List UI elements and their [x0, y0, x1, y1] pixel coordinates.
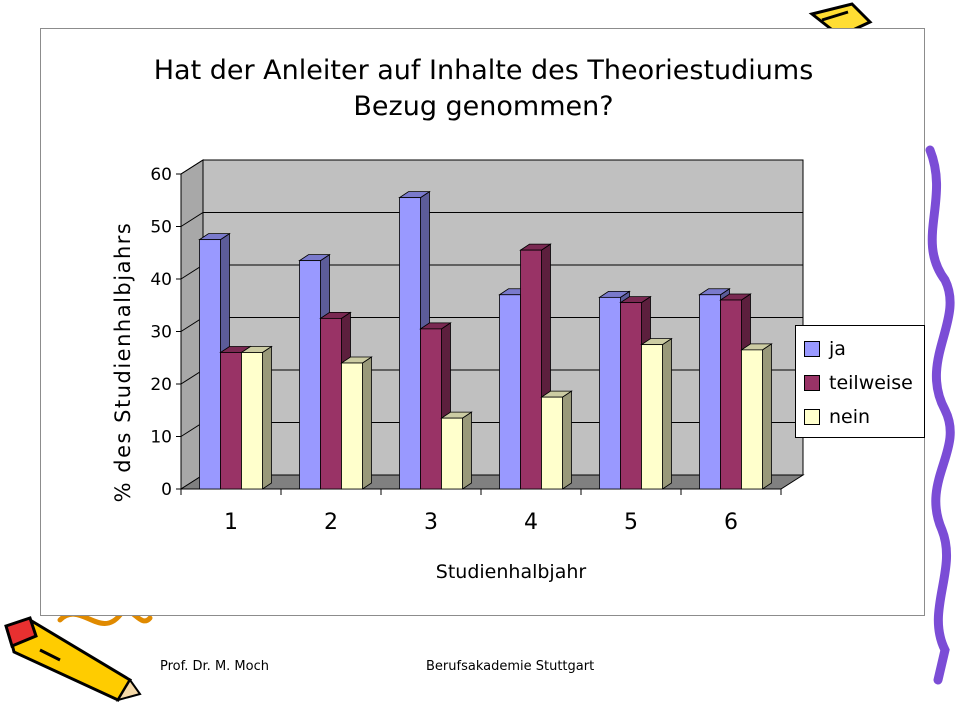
- bar-nein-4-side: [562, 390, 572, 490]
- legend-swatch-ja: [804, 341, 820, 357]
- bar-nein-1: [241, 352, 263, 490]
- y-tick-label: 40: [150, 270, 172, 290]
- gridline: [180, 212, 803, 227]
- bar-teilweise-1: [220, 352, 242, 490]
- x-tick-label: 3: [424, 510, 438, 535]
- y-axis-label: % des Studienhalbjahrs: [111, 221, 135, 503]
- footer-institution: Berufsakademie Stuttgart: [426, 659, 595, 674]
- x-tick-label: 1: [224, 510, 238, 535]
- legend-item-nein: nein: [804, 404, 870, 430]
- y-tick-label: 20: [150, 375, 172, 395]
- pencil-clipart-bottom: [4, 616, 142, 702]
- bar-teilweise-2: [320, 317, 342, 490]
- bar-ja-6: [699, 294, 721, 490]
- footer-author: Prof. Dr. M. Moch: [160, 659, 269, 674]
- chart-title-line-2: Bezug genommen?: [353, 91, 614, 122]
- bar-nein-4: [541, 396, 563, 490]
- bar-ja-2: [299, 260, 321, 490]
- legend-swatch-nein: [804, 409, 820, 425]
- bar-teilweise-6: [720, 299, 742, 490]
- y-tick-label: 60: [150, 165, 172, 185]
- y-tick-label: 30: [150, 323, 172, 343]
- bar-nein-2-side: [362, 356, 372, 490]
- squiggle-decoration: [925, 145, 955, 685]
- bar-nein-5-side: [662, 337, 672, 490]
- y-tick-label: 0: [161, 480, 172, 500]
- legend-label-nein: nein: [829, 406, 871, 428]
- chart-title-line-1: Hat der Anleiter auf Inhalte des Theorie…: [153, 55, 814, 86]
- x-tick-label: 4: [524, 510, 538, 535]
- y-tick-label: 50: [150, 218, 172, 238]
- bar-nein-1-side: [262, 345, 272, 490]
- bar-ja-5: [599, 296, 621, 490]
- legend-swatch-teilweise: [804, 375, 820, 391]
- x-tick-label: 2: [324, 510, 338, 535]
- bar-nein-2: [341, 362, 363, 490]
- legend-item-teilweise: teilweise: [804, 370, 913, 396]
- chart-legend: ja teilweise nein: [795, 325, 925, 438]
- bar-nein-3: [441, 417, 463, 490]
- x-tick-label: 5: [624, 510, 638, 535]
- bar-ja-4: [499, 294, 521, 490]
- bar-ja-1: [199, 239, 221, 490]
- x-tick-label: 6: [724, 510, 738, 535]
- bar-nein-6-side: [762, 343, 772, 490]
- bar-nein-3-side: [462, 411, 472, 490]
- legend-item-ja: ja: [804, 336, 846, 362]
- bar-teilweise-3: [420, 328, 442, 490]
- bar-ja-3: [399, 197, 421, 490]
- bar-teilweise-5: [620, 302, 642, 490]
- legend-label-teilweise: teilweise: [829, 372, 913, 394]
- legend-label-ja: ja: [829, 338, 846, 360]
- bar-nein-5: [641, 344, 663, 490]
- chart-area: Hat der Anleiter auf Inhalte des Theorie…: [40, 28, 925, 616]
- x-axis-label: Studienhalbjahr: [435, 561, 587, 583]
- gridline: [180, 159, 803, 175]
- y-tick-label: 10: [150, 428, 172, 448]
- bar-chart: 0 10 20 30 40 50 60 1 2 3 4 5 6: [150, 159, 805, 535]
- bar-teilweise-4: [520, 249, 542, 490]
- bar-nein-6: [741, 349, 763, 490]
